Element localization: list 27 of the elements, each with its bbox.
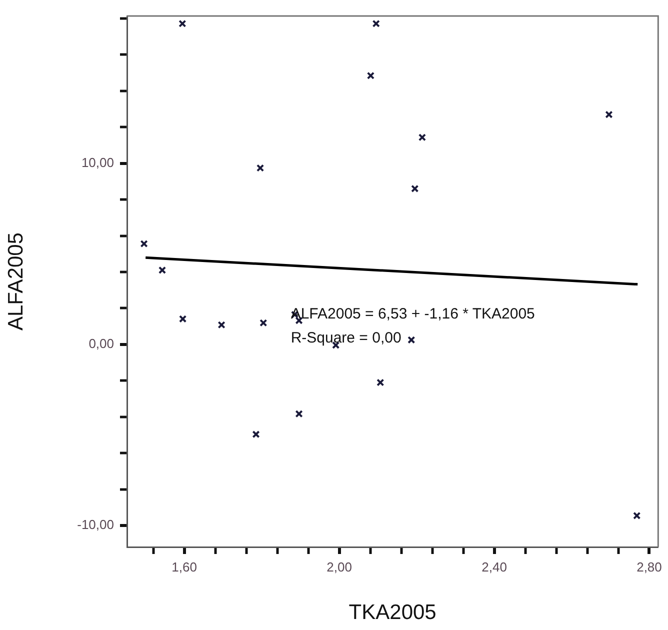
point [418,134,426,142]
y-axis-title: ALFA2005 [4,232,28,331]
point [178,315,187,323]
annotation: R-Square = 0,00 [290,330,402,347]
point [411,184,419,192]
x-tick-label: 1,60 [172,559,197,574]
point [256,164,264,172]
point [408,336,416,344]
point [218,321,226,329]
point [366,72,375,80]
point [372,20,380,28]
point [140,240,148,248]
point [158,266,166,274]
x-tick-label: 2,40 [482,559,507,574]
point [252,430,260,438]
point [260,319,268,327]
point [605,110,613,118]
y-tick-label: 0,00 [88,336,114,352]
point [178,20,186,28]
y-tick-label: 10,00 [81,154,114,170]
x-axis-title: TKA2005 [348,601,436,624]
x-tick-label: 2,00 [326,559,352,574]
point [295,410,303,418]
y-tick-label: -10,00 [77,517,114,532]
point [376,378,384,386]
x-tick-label: 2,80 [636,559,662,574]
point [633,512,641,520]
